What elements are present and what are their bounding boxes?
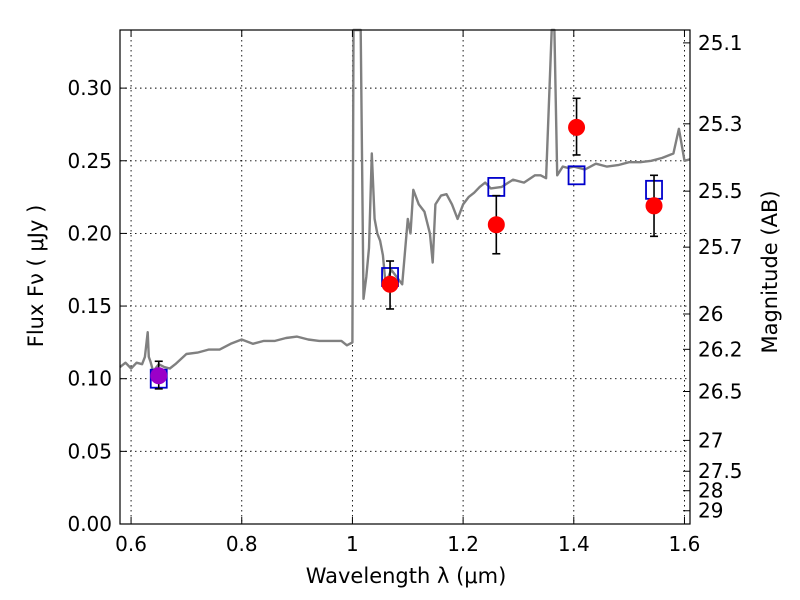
magnitude-tick-label: 26.5: [698, 379, 743, 403]
magnitude-tick-label: 25.7: [698, 235, 743, 259]
magnitude-tick-label: 29: [698, 499, 723, 523]
y-axis-label: Flux Fν ( μJy ): [24, 205, 48, 348]
x-axis-ticks: 0.6 0.8 1 1.2 1.4 1.6: [115, 30, 700, 556]
x-axis-label: Wavelength λ (μm): [306, 564, 507, 588]
observed-flux-point: [568, 118, 586, 136]
x-tick-label: 0.6: [115, 532, 147, 556]
magnitude-tick-label: 28: [698, 479, 723, 503]
x-tick-label: 1.2: [447, 532, 479, 556]
x-tick-label: 1.6: [669, 532, 701, 556]
magnitude-tick-label: 25.1: [698, 31, 743, 55]
observed-flux-point: [487, 216, 505, 234]
y-tick-label: 0.20: [67, 221, 112, 245]
x-tick-label: 1: [346, 532, 359, 556]
model-square-markers: [149, 165, 663, 389]
magnitude-axis-label: Magnitude (AB): [758, 190, 782, 353]
y-tick-label: 0.10: [67, 367, 112, 391]
magnitude-tick-label: 25.5: [698, 179, 743, 203]
y-tick-label: 0.30: [67, 76, 112, 100]
observed-flux-points: [150, 97, 663, 390]
observed-flux-point: [150, 367, 168, 385]
spectrum-line: [119, 28, 691, 373]
magnitude-tick-label: 26.2: [698, 337, 743, 361]
observed-flux-point: [645, 197, 663, 215]
magnitude-tick-label: 27: [698, 428, 723, 452]
y-tick-label: 0.05: [67, 439, 112, 463]
grid-lines: [120, 30, 690, 525]
y-axis-ticks: 0.00 0.05 0.10 0.15 0.20 0.25 0.30: [67, 76, 127, 536]
y-tick-label: 0.00: [67, 512, 112, 536]
x-tick-label: 0.8: [226, 532, 258, 556]
y-tick-label: 0.15: [67, 294, 112, 318]
spectrum-series: [119, 28, 691, 373]
magnitude-tick-label: 25.3: [698, 112, 743, 136]
y-tick-label: 0.25: [67, 149, 112, 173]
magnitude-tick-label: 26: [698, 302, 723, 326]
model-square-marker: [567, 165, 586, 186]
magnitude-tick-label: 27.5: [698, 459, 743, 483]
plot-frame: [119, 29, 691, 525]
observed-flux-point: [381, 275, 399, 293]
x-tick-label: 1.4: [558, 532, 590, 556]
